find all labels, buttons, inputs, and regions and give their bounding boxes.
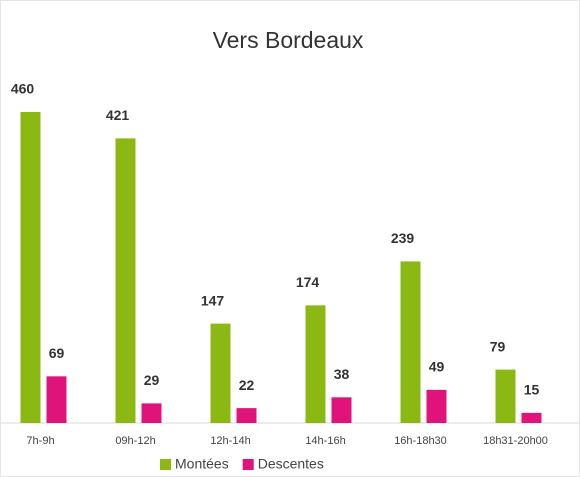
bar — [141, 403, 162, 423]
value-label: 460 — [11, 81, 35, 97]
bar — [331, 397, 352, 423]
value-label: 147 — [201, 292, 225, 308]
value-label: 29 — [144, 372, 160, 388]
value-label: 69 — [49, 345, 65, 361]
bar — [20, 112, 41, 423]
x-tick-label: 14h-16h — [305, 435, 345, 447]
chart-title: Vers Bordeaux — [213, 27, 364, 53]
value-label: 49 — [429, 359, 445, 375]
legend-swatch — [242, 459, 254, 470]
value-label: 239 — [391, 230, 415, 246]
bar — [521, 412, 542, 423]
legend-label: Montées — [175, 456, 229, 472]
x-tick-label: 12h-14h — [210, 435, 250, 447]
bar — [305, 305, 326, 423]
x-tick-label: 18h31-20h00 — [483, 435, 548, 447]
bar — [115, 138, 136, 424]
value-label: 22 — [239, 377, 255, 393]
value-label: 421 — [106, 107, 130, 123]
legend-swatch — [160, 459, 171, 470]
bar — [426, 389, 447, 423]
value-label: 174 — [296, 274, 320, 290]
value-label: 38 — [334, 366, 350, 382]
bar — [495, 369, 516, 423]
x-tick-label: 09h-12h — [115, 435, 155, 447]
value-label: 79 — [490, 338, 506, 354]
bar — [236, 408, 257, 423]
bar — [210, 323, 231, 423]
bar — [400, 261, 421, 423]
x-tick-label: 16h-18h30 — [394, 435, 447, 447]
bar — [46, 376, 67, 423]
value-label: 15 — [524, 382, 540, 398]
legend-label: Descentes — [258, 456, 324, 472]
x-tick-label: 7h-9h — [26, 435, 54, 447]
